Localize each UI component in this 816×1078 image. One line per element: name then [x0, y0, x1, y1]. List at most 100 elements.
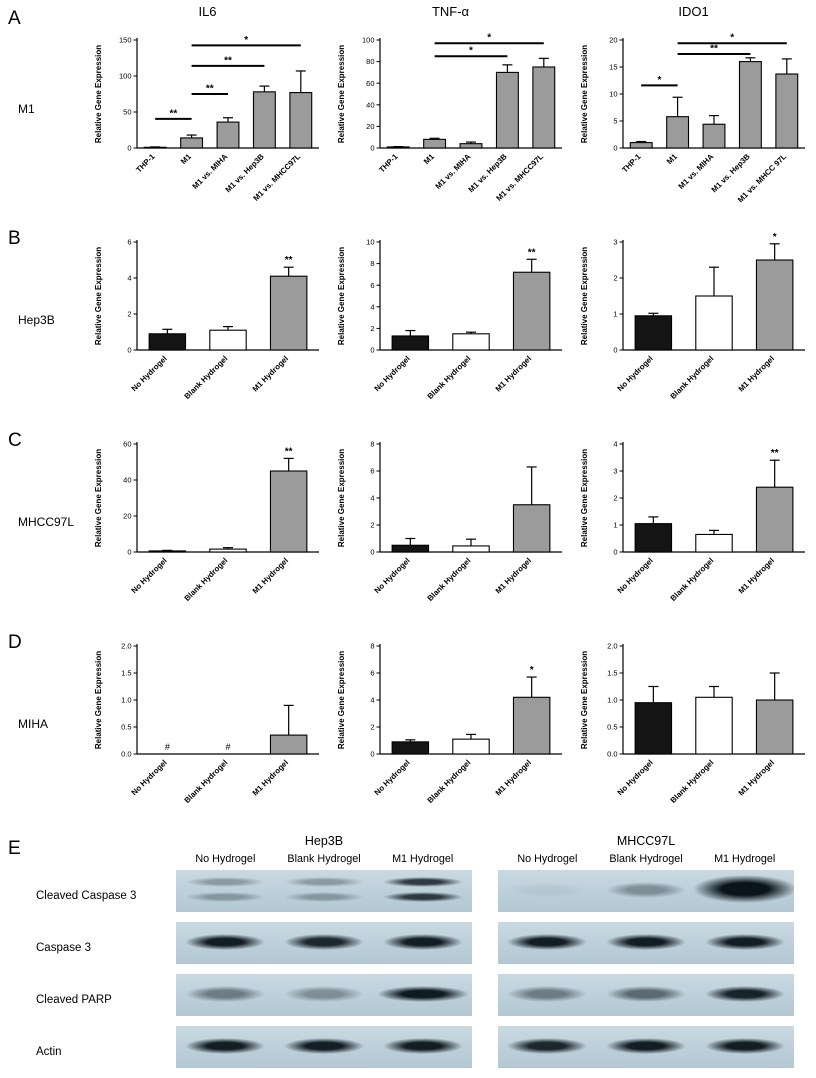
- lane-header: M1 Hydrogel: [392, 853, 454, 865]
- svg-text:100: 100: [118, 72, 131, 81]
- svg-text:0.0: 0.0: [607, 750, 617, 759]
- blot-band: [382, 876, 463, 887]
- svg-text:M1 vs. MIHA: M1 vs. MIHA: [190, 152, 229, 191]
- chart-block-miha-3: 0.0 0.5 1.0 1.5 2.0 Relative Gene Expression N…: [572, 628, 815, 828]
- blot-band: [185, 985, 266, 1002]
- blot-mhcc97l-caspase-3: [498, 922, 794, 964]
- panel-b: B Hep3B 0 2 4 6 Relative Gene Expression No H…: [0, 224, 816, 424]
- svg-text:1.5: 1.5: [121, 669, 131, 678]
- chart-block-mhcc97l-2: 0 2 4 6 8 Relative Gene Expression No Hydrogel…: [329, 426, 572, 626]
- blot-label-cleaved-caspase-3: Cleaved Caspase 3: [36, 890, 137, 902]
- svg-text:20: 20: [123, 512, 131, 521]
- svg-text:100: 100: [361, 36, 374, 45]
- svg-text:0: 0: [127, 144, 131, 153]
- blot-band: [284, 933, 364, 950]
- blot-band: [507, 881, 588, 898]
- chart-title-il6: IL6: [198, 4, 217, 19]
- panel-d-head: D MIHA: [0, 628, 86, 828]
- blot-lane-headers-mhcc97l: No Hydrogel Blank Hydrogel M1 Hydrogel: [498, 853, 794, 870]
- svg-text:2: 2: [370, 723, 374, 732]
- svg-text:M1 vs. MIHA: M1 vs. MIHA: [433, 152, 472, 191]
- svg-text:THP-1: THP-1: [134, 152, 157, 175]
- svg-text:*: *: [487, 33, 491, 44]
- blot-label-actin: Actin: [36, 1046, 62, 1058]
- svg-text:M1: M1: [664, 152, 678, 166]
- row-label-miha: MIHA: [18, 716, 48, 731]
- svg-text:No Hydrogel: No Hydrogel: [129, 758, 168, 797]
- svg-text:No Hydrogel: No Hydrogel: [372, 758, 411, 797]
- svg-text:Relative Gene Expression: Relative Gene Expression: [94, 651, 103, 749]
- svg-text:THP-1: THP-1: [620, 152, 643, 175]
- blot-section: Cleaved Caspase 3 Caspase 3 Cleaved PARP…: [34, 834, 816, 1078]
- blot-band: [284, 1037, 364, 1054]
- svg-text:**: **: [770, 448, 778, 459]
- svg-text:No Hydrogel: No Hydrogel: [372, 354, 411, 393]
- svg-text:No Hydrogel: No Hydrogel: [129, 556, 168, 595]
- svg-text:2: 2: [613, 274, 617, 283]
- blot-band: [507, 933, 588, 950]
- svg-text:20: 20: [366, 122, 374, 131]
- svg-text:M1 Hydrogel: M1 Hydrogel: [736, 556, 775, 595]
- svg-text:3: 3: [613, 238, 617, 247]
- svg-text:1: 1: [613, 310, 617, 319]
- svg-text:Relative Gene Expression: Relative Gene Expression: [337, 449, 346, 547]
- blot-band: [507, 985, 588, 1002]
- blot-band: [692, 875, 794, 904]
- svg-text:Blank Hydrogel: Blank Hydrogel: [182, 354, 229, 401]
- svg-text:1.0: 1.0: [121, 696, 131, 705]
- lane-header: No Hydrogel: [517, 853, 578, 865]
- svg-text:8: 8: [370, 440, 374, 449]
- svg-text:Blank Hydrogel: Blank Hydrogel: [425, 354, 472, 401]
- blot-band: [606, 881, 686, 898]
- svg-text:40: 40: [366, 100, 374, 109]
- blot-lane-headers-hep3b: No Hydrogel Blank Hydrogel M1 Hydrogel: [176, 853, 472, 870]
- svg-text:Relative Gene Expression: Relative Gene Expression: [580, 247, 589, 345]
- panel-b-head: B Hep3B: [0, 224, 86, 424]
- blot-hep3b-caspase-3: [176, 922, 472, 964]
- blot-group-mhcc97l: MHCC97L No Hydrogel Blank Hydrogel M1 Hy…: [498, 834, 794, 1078]
- blot-band: [284, 985, 364, 1002]
- svg-text:#: #: [164, 742, 169, 752]
- svg-text:M1: M1: [178, 152, 192, 166]
- chart-block-tnfa: TNF-α 0 20 40 60 80 100 Relative Gene Expressi…: [329, 4, 572, 222]
- panel-c: C MHCC97L 0 20 40 60 Relative Gene Expressio…: [0, 426, 816, 626]
- svg-text:3: 3: [613, 467, 617, 476]
- panel-a-charts: IL6 0 50 100 150 Relative Gene Expression THP…: [86, 4, 816, 222]
- svg-text:2: 2: [370, 521, 374, 530]
- blot-band: [376, 985, 469, 1002]
- row-label-mhcc97l: MHCC97L: [18, 514, 75, 529]
- svg-text:0: 0: [613, 144, 617, 153]
- chart-hep3b-tnfa: 0 2 4 6 8 10 Relative Gene Expression No Hydrog…: [333, 224, 569, 424]
- svg-text:Relative Gene Expression: Relative Gene Expression: [94, 449, 103, 547]
- panel-letter-b: B: [8, 228, 21, 249]
- svg-text:0.0: 0.0: [121, 750, 131, 759]
- svg-text:6: 6: [370, 467, 374, 476]
- svg-text:0: 0: [127, 346, 131, 355]
- svg-text:5: 5: [613, 117, 617, 126]
- svg-text:10: 10: [609, 90, 617, 99]
- svg-text:*: *: [469, 46, 473, 57]
- chart-block-ido1: IDO1 0 5 10 15 20 Relative Gene Expression THP…: [572, 4, 815, 222]
- svg-text:2: 2: [127, 310, 131, 319]
- blot-band: [704, 933, 785, 950]
- chart-block-mhcc97l-3: 0 1 2 3 4 Relative Gene Expression No Hydrogel…: [572, 426, 815, 626]
- svg-text:M1: M1: [421, 152, 435, 166]
- panel-letter-a: A: [8, 8, 21, 29]
- blot-mhcc97l-cleaved-caspase-3: [498, 870, 794, 912]
- panel-letter-e: E: [8, 838, 21, 859]
- panel-a: A M1 IL6 0 50 100 150 Relative Gene Expressi…: [0, 4, 816, 222]
- svg-text:**: **: [224, 55, 232, 66]
- svg-text:Blank Hydrogel: Blank Hydrogel: [425, 556, 472, 603]
- svg-text:*: *: [657, 75, 661, 86]
- svg-text:60: 60: [366, 79, 374, 88]
- svg-text:Blank Hydrogel: Blank Hydrogel: [425, 758, 472, 805]
- svg-text:*: *: [730, 33, 734, 44]
- blot-mhcc97l-cleaved-parp: [498, 974, 794, 1016]
- svg-text:60: 60: [123, 440, 131, 449]
- svg-text:M1 Hydrogel: M1 Hydrogel: [493, 556, 532, 595]
- chart-block-hep3b-3: 0 1 2 3 Relative Gene Expression No Hydrogel B…: [572, 224, 815, 424]
- chart-tnfa: 0 20 40 60 80 100 Relative Gene Expression THP-…: [333, 22, 569, 222]
- svg-text:M1 Hydrogel: M1 Hydrogel: [736, 354, 775, 393]
- svg-text:Blank Hydrogel: Blank Hydrogel: [182, 758, 229, 805]
